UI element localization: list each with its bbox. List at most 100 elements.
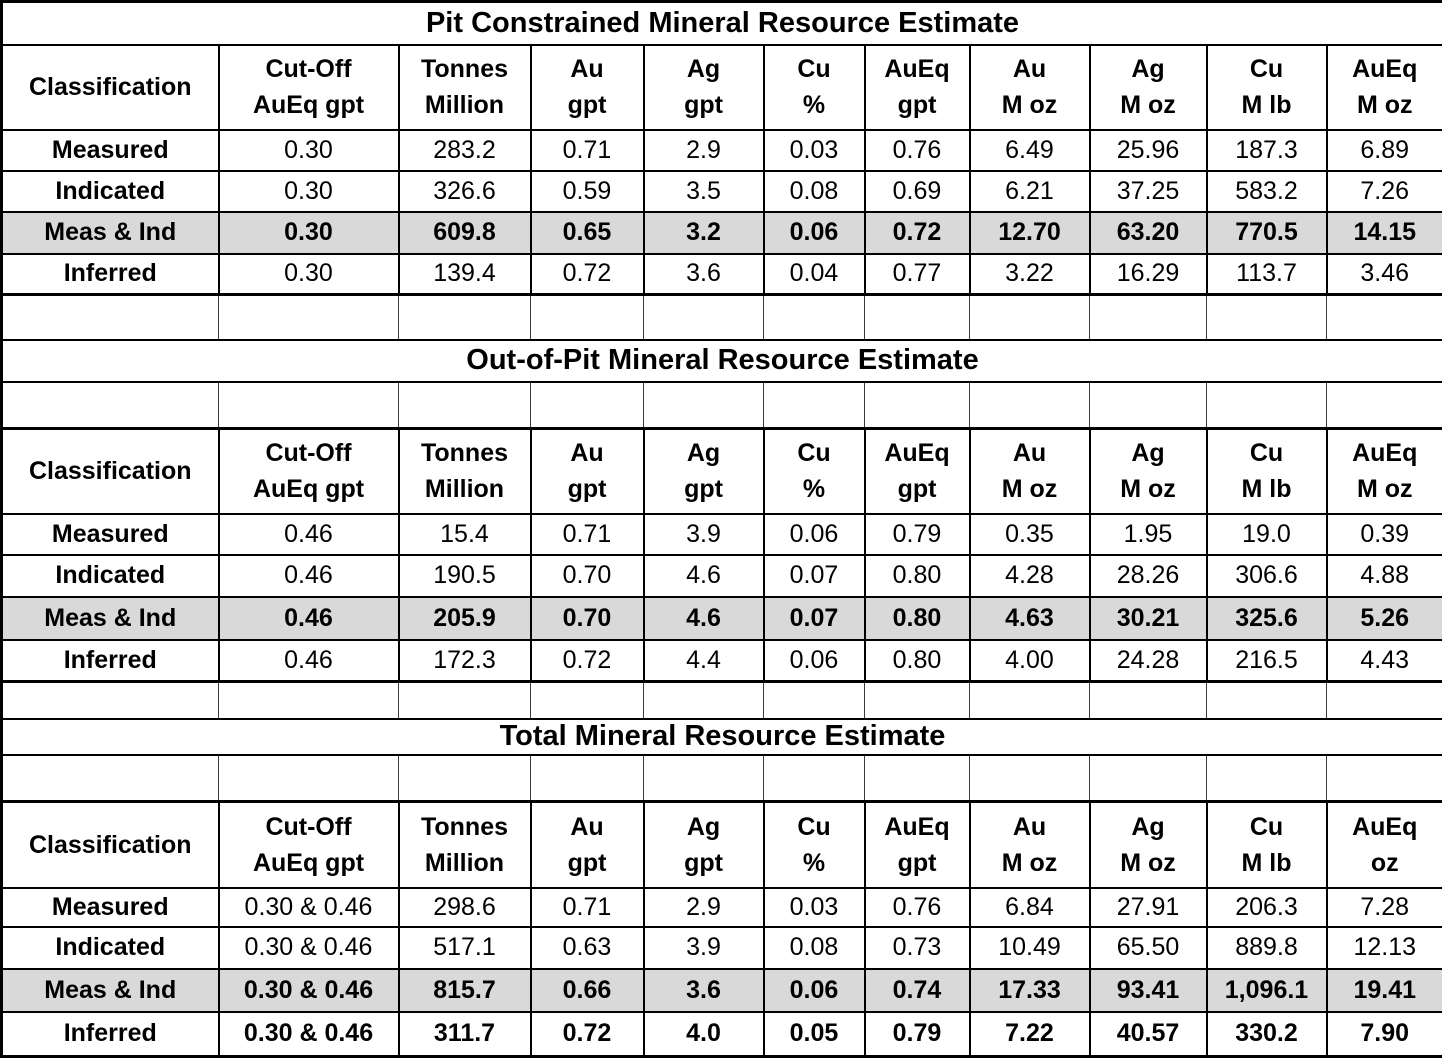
empty-cell [398,754,531,802]
data-cell: 0.30 [217,210,400,255]
column-header: Cut-Off AuEq gpt [217,427,400,515]
data-cell: 0.30 & 0.46 [217,967,400,1013]
data-cell: 0.71 [529,886,645,928]
empty-cell [218,294,399,340]
data-cell: 0.30 & 0.46 [217,1010,400,1058]
empty-cell [1326,681,1442,719]
data-cell: 6.21 [968,169,1091,213]
empty-cell [763,681,865,719]
table-row: Indicated 0.46 190.5 0.70 4.6 0.07 0.80 4.28 28.… [0,553,1442,598]
empty-cell [1,681,219,719]
data-cell: 609.8 [397,210,532,255]
data-cell: 0.06 [762,967,866,1013]
column-header: Ag M oz [1088,43,1208,131]
empty-cell [530,681,644,719]
data-cell: 0.71 [529,128,645,172]
column-header-classification: Classification [0,800,220,889]
table-row: Inferred 0.46 172.3 0.72 4.4 0.06 0.80 4.00 24.2… [0,638,1442,683]
table-row: Meas & Ind 0.30 & 0.46 815.7 0.66 3.6 0.06 0.7… [0,967,1442,1013]
empty-cell [530,381,644,429]
data-cell: 0.03 [762,886,866,928]
data-cell: 4.00 [968,638,1091,683]
column-header: AuEq M oz [1325,427,1442,515]
empty-cell [398,294,531,340]
table-row: Meas & Ind 0.30 609.8 0.65 3.2 0.06 0.72 12.70 6… [0,210,1442,255]
data-cell: 0.30 [217,169,400,213]
empty-cell [969,754,1090,802]
table-title: Out-of-Pit Mineral Resource Estimate [0,338,1442,383]
column-header-line1: Au [570,439,604,468]
data-cell: 0.05 [762,1010,866,1058]
column-header: Cut-Off AuEq gpt [217,43,400,131]
column-header: Tonnes Million [397,427,532,515]
data-cell: 0.71 [529,512,645,556]
data-cell: 0.08 [762,925,866,970]
column-header: Ag gpt [642,43,765,131]
data-cell: 0.30 [217,128,400,172]
data-cell: 0.06 [762,512,866,556]
classification-label: Meas & Ind [0,967,220,1013]
data-cell: 12.13 [1325,925,1442,970]
data-cell: 30.21 [1088,595,1208,641]
data-cell: 3.2 [642,210,765,255]
classification-label: Indicated [0,925,220,970]
data-cell: 7.26 [1325,169,1442,213]
data-cell: 0.72 [863,210,971,255]
data-cell: 298.6 [397,886,532,928]
column-header-line2: AuEq gpt [252,91,365,119]
column-header-line1: Ag [686,439,721,468]
column-header: AuEq gpt [863,800,971,889]
data-cell: 1,096.1 [1205,967,1328,1013]
empty-cell [1089,754,1207,802]
column-header: Ag gpt [642,800,765,889]
column-header: Cu M lb [1205,800,1328,889]
data-cell: 190.5 [397,553,532,598]
data-cell: 15.4 [397,512,532,556]
data-cell: 4.0 [642,1010,765,1058]
data-cell: 3.22 [968,252,1091,296]
data-cell: 0.30 [217,252,400,296]
data-cell: 770.5 [1205,210,1328,255]
empty-cell [1326,294,1442,340]
column-header-line1: AuEq [1352,55,1418,83]
data-cell: 4.4 [642,638,765,683]
data-cell: 0.80 [863,595,971,641]
column-header-line1: Au [1012,812,1047,841]
column-header-line1: Ag [686,55,721,83]
empty-cell [1,754,219,802]
table-row: Indicated 0.30 326.6 0.59 3.5 0.08 0.69 6.21 37.… [0,169,1442,213]
column-header-line1: Ag [686,812,721,841]
column-header-line1: Cut-Off [265,812,352,841]
empty-cell [864,381,970,429]
column-header: AuEq gpt [863,43,971,131]
column-header-line1: Ag [1131,812,1165,841]
empty-cell [643,754,764,802]
classification-label: Indicated [0,553,220,598]
column-header: Cu% [762,800,866,889]
data-cell: 24.28 [1088,638,1208,683]
data-cell: 0.66 [529,967,645,1013]
data-cell: 6.84 [968,886,1091,928]
table-row: Inferred 0.30 & 0.46 311.7 0.72 4.0 0.05 0.79 7… [0,1010,1442,1058]
data-cell: 2.9 [642,128,765,172]
data-cell: 0.70 [529,595,645,641]
column-header-line1: Cut-Off [265,439,352,468]
data-cell: 206.3 [1205,886,1328,928]
data-cell: 7.28 [1325,886,1442,928]
data-cell: 2.9 [642,886,765,928]
column-header-line2: gpt [567,848,607,877]
column-header: Ag gpt [642,427,765,515]
column-header-line1: Tonnes [420,55,509,83]
data-cell: 326.6 [397,169,532,213]
data-cell: 0.08 [762,169,866,213]
empty-cell [969,681,1090,719]
data-cell: 14.15 [1325,210,1442,255]
column-header-classification: Classification [0,427,220,515]
empty-cell [763,754,865,802]
column-header-line2: M lb [1241,475,1292,504]
data-cell: 3.5 [642,169,765,213]
data-cell: 216.5 [1205,638,1328,683]
column-header: Cu% [762,43,866,131]
classification-label: Inferred [0,1010,220,1058]
